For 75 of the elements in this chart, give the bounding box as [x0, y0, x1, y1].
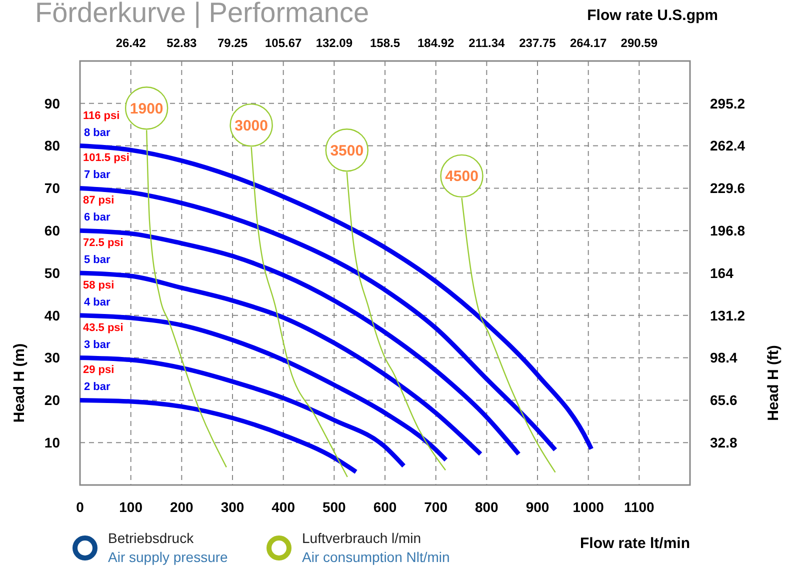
x2-tick-label: 52.83 [166, 36, 197, 50]
series-label: 4500 [445, 168, 478, 186]
x-tick-label: 200 [170, 499, 194, 515]
series-label: 4 bar [84, 296, 112, 308]
x-tick-label: 800 [474, 499, 499, 515]
text: Betriebsdruck [108, 530, 195, 546]
y-tick-label: 80 [44, 138, 60, 154]
line-series [78, 228, 521, 456]
x-tick-label: 1100 [624, 499, 655, 515]
y2-tick-label: 164 [710, 264, 734, 281]
x2-tick-label: 211.34 [468, 36, 506, 50]
y-tick-label: 30 [44, 350, 60, 366]
x2-tick-label: 79.25 [217, 36, 248, 50]
x2-tick-label: 158.5 [370, 36, 400, 50]
series-label: 3500 [330, 142, 364, 160]
annotation: 58 psi [83, 279, 114, 292]
x-tick-label: 500 [322, 499, 346, 515]
text: Luftverbrauch l/min [302, 530, 422, 546]
x-tick-label: 400 [272, 499, 296, 515]
line-series [78, 270, 483, 456]
annotation: 116 psi [83, 110, 120, 122]
x2-tick-label: 264.17 [570, 36, 607, 50]
series-label: 3 bar [84, 338, 112, 351]
x-tick-label: 0 [76, 499, 84, 515]
series-label: 5 bar [84, 254, 112, 266]
x2-tick-label: 132.09 [316, 36, 353, 50]
text: Air consumption Nlt/min [302, 549, 450, 565]
chart-title: Förderkurve | Performance [35, 0, 370, 28]
text: Air supply pressure [108, 549, 228, 565]
series-label: 2 bar [84, 381, 112, 394]
y-tick-label: 10 [44, 434, 60, 450]
line-series [78, 186, 558, 452]
y2-axis-title: Head H (ft) [765, 345, 782, 421]
y2-tick-label: 98.4 [710, 350, 738, 366]
x-tick-label: 900 [526, 499, 550, 515]
annotation: 87 psi [83, 194, 114, 207]
y2-tick-label: 262.4 [710, 138, 746, 154]
y2-tick-label: 229.6 [710, 180, 746, 196]
x-tick-label: 600 [373, 499, 397, 515]
x-tick-label: 700 [424, 499, 448, 515]
series-label: 8 bar [84, 126, 112, 139]
annotation: 29 psi [83, 364, 114, 376]
y-tick-label: 90 [44, 95, 60, 112]
y2-tick-label: 131.2 [710, 307, 746, 324]
y-axis-title: Head H (m) [11, 343, 28, 423]
x2-tick-label: 105.67 [264, 36, 302, 50]
line-series [78, 356, 406, 468]
line-series [78, 313, 448, 462]
x-axis-title: Flow rate lt/min [580, 535, 690, 552]
series-label: 6 bar [84, 212, 112, 224]
line-series [78, 398, 358, 474]
x-tick-label: 1000 [572, 499, 604, 515]
x2-tick-label: 26.42 [116, 36, 146, 50]
x2-tick-label: 290.59 [620, 36, 658, 50]
y-tick-label: 60 [44, 222, 60, 238]
y2-tick-label: 295.2 [710, 95, 746, 112]
series-label: 3000 [234, 117, 268, 134]
y2-tick-label: 65.6 [710, 392, 738, 408]
x2-tick-label: 237.75 [519, 36, 556, 50]
x2-axis-title: Flow rate U.S.gpm [587, 7, 718, 24]
y-tick-label: 20 [44, 392, 60, 408]
y-tick-label: 40 [44, 307, 60, 324]
series-label: 1900 [130, 100, 164, 118]
x-tick-label: 300 [220, 499, 244, 515]
y2-tick-label: 196.8 [710, 222, 746, 238]
series-label: 7 bar [84, 169, 112, 182]
annotation: 101.5 psi [83, 152, 130, 164]
y-tick-label: 70 [44, 180, 60, 196]
y-tick-label: 50 [44, 264, 60, 281]
y2-tick-label: 32.8 [710, 434, 738, 450]
x-tick-label: 100 [119, 499, 143, 515]
annotation: 43.5 psi [83, 322, 124, 334]
annotation: 72.5 psi [83, 237, 124, 249]
x2-tick-label: 184.92 [417, 36, 455, 50]
line-series [78, 144, 594, 452]
